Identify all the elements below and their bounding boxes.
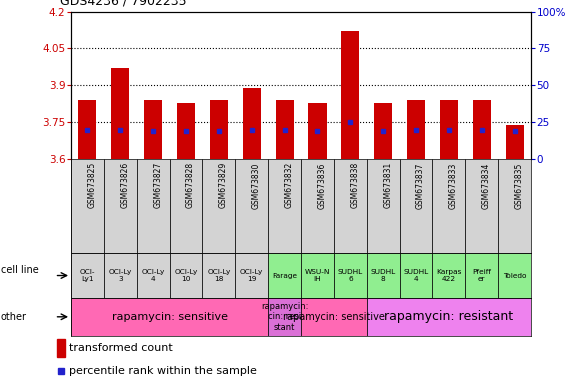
Bar: [374, 103, 392, 159]
Bar: [498, 253, 531, 298]
Bar: [268, 298, 301, 336]
Bar: [71, 253, 104, 298]
Bar: [407, 100, 425, 159]
Bar: [301, 298, 367, 336]
Bar: [104, 159, 137, 253]
Text: GSM673833: GSM673833: [449, 162, 458, 209]
Bar: [432, 159, 465, 253]
Bar: [498, 159, 531, 253]
Bar: [301, 159, 334, 253]
Bar: [137, 159, 170, 253]
Bar: [235, 253, 268, 298]
Bar: [506, 125, 524, 159]
Text: transformed count: transformed count: [69, 343, 173, 353]
Bar: [202, 159, 235, 253]
Text: GSM673838: GSM673838: [350, 162, 360, 209]
Text: OCI-Ly
19: OCI-Ly 19: [240, 269, 264, 282]
Text: percentile rank within the sample: percentile rank within the sample: [69, 366, 257, 376]
Bar: [440, 100, 458, 159]
Bar: [268, 159, 301, 253]
Text: Farage: Farage: [272, 273, 297, 278]
Bar: [210, 100, 228, 159]
Bar: [177, 103, 195, 159]
Text: GSM673827: GSM673827: [153, 162, 162, 209]
Text: GSM673825: GSM673825: [87, 162, 97, 209]
Text: OCI-Ly
4: OCI-Ly 4: [141, 269, 165, 282]
Bar: [308, 103, 327, 159]
Text: GSM673831: GSM673831: [383, 162, 392, 209]
Bar: [465, 253, 498, 298]
Bar: [367, 159, 400, 253]
Text: OCI-
Ly1: OCI- Ly1: [80, 269, 95, 282]
Bar: [170, 253, 202, 298]
Bar: [104, 253, 137, 298]
Bar: [432, 253, 465, 298]
Text: GSM673835: GSM673835: [515, 162, 524, 209]
Bar: [71, 159, 104, 253]
Bar: [137, 253, 170, 298]
Text: GSM673830: GSM673830: [252, 162, 261, 209]
Text: Karpas
422: Karpas 422: [436, 269, 462, 282]
Bar: [473, 100, 491, 159]
Text: GDS4236 / 7902235: GDS4236 / 7902235: [60, 0, 186, 8]
Text: GSM673836: GSM673836: [318, 162, 327, 209]
Text: OCI-Ly
3: OCI-Ly 3: [108, 269, 132, 282]
Bar: [465, 159, 498, 253]
Bar: [341, 31, 360, 159]
Text: GSM673828: GSM673828: [186, 162, 195, 208]
Bar: [334, 253, 367, 298]
Text: Toledo: Toledo: [503, 273, 527, 278]
Text: OCI-Ly
10: OCI-Ly 10: [174, 269, 198, 282]
Text: OCI-Ly
18: OCI-Ly 18: [207, 269, 231, 282]
Bar: [235, 159, 268, 253]
Text: GSM673832: GSM673832: [285, 162, 294, 209]
Text: cell line: cell line: [1, 265, 38, 275]
Bar: [268, 253, 301, 298]
Text: GSM673834: GSM673834: [482, 162, 491, 209]
Bar: [301, 253, 334, 298]
Text: SUDHL
6: SUDHL 6: [338, 269, 363, 282]
Bar: [400, 159, 432, 253]
Bar: [71, 298, 268, 336]
Text: rapamycin: sensitive: rapamycin: sensitive: [111, 312, 228, 322]
Bar: [275, 100, 294, 159]
Text: GSM673826: GSM673826: [120, 162, 130, 209]
Text: rapamycin:
cin: resi
stant: rapamycin: cin: resi stant: [261, 302, 308, 332]
Bar: [111, 68, 130, 159]
Text: Pfeiff
er: Pfeiff er: [472, 269, 491, 282]
Text: WSU-N
IH: WSU-N IH: [305, 269, 330, 282]
Bar: [334, 159, 367, 253]
Text: rapamycin: sensitive: rapamycin: sensitive: [283, 312, 385, 322]
Bar: [367, 298, 531, 336]
Bar: [400, 253, 432, 298]
Text: other: other: [1, 312, 27, 322]
Bar: [202, 253, 235, 298]
Bar: [57, 339, 65, 357]
Text: rapamycin: resistant: rapamycin: resistant: [385, 310, 513, 323]
Text: GSM673837: GSM673837: [416, 162, 425, 209]
Bar: [144, 100, 162, 159]
Text: SUDHL
8: SUDHL 8: [370, 269, 396, 282]
Bar: [78, 100, 97, 159]
Text: GSM673829: GSM673829: [219, 162, 228, 209]
Bar: [243, 88, 261, 159]
Bar: [170, 159, 202, 253]
Bar: [367, 253, 400, 298]
Text: SUDHL
4: SUDHL 4: [403, 269, 429, 282]
